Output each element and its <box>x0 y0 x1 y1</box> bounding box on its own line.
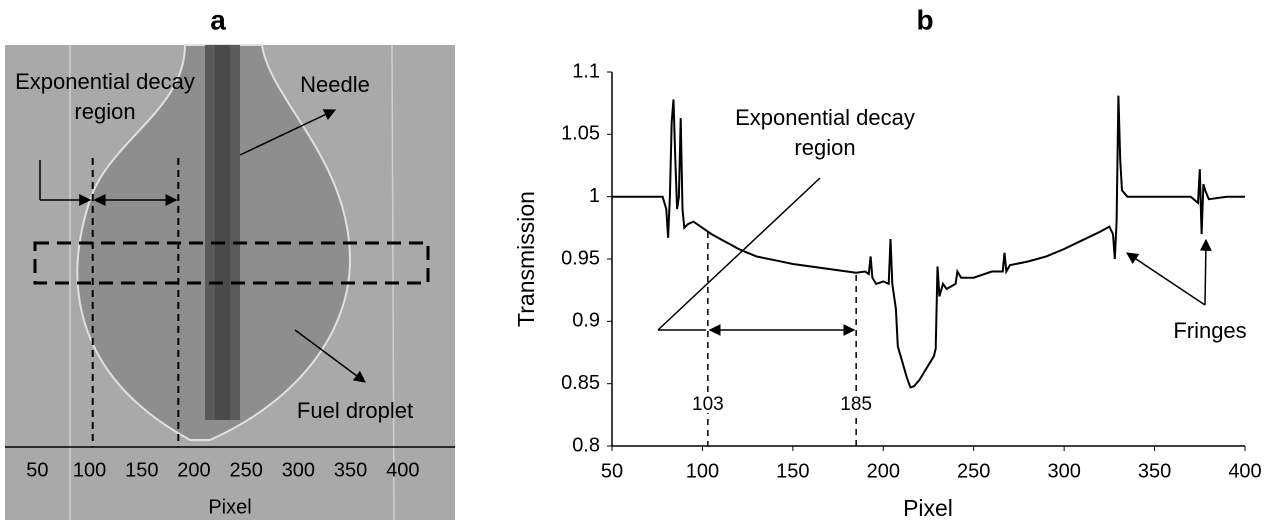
x-tick-label: 150 <box>125 459 158 481</box>
x-tick-label: 400 <box>1228 460 1261 482</box>
region-label: 185 <box>840 394 872 415</box>
x-tick-label: 100 <box>686 460 719 482</box>
x-tick-label: 400 <box>386 459 419 481</box>
droplet-image <box>5 44 455 521</box>
x-tick-label: 250 <box>957 460 990 482</box>
annotation: Needle <box>300 72 370 97</box>
x-tick-label: 250 <box>229 459 262 481</box>
x-tick-label: 350 <box>334 459 367 481</box>
x-tick-label: 50 <box>601 460 623 482</box>
annotation: Fuel droplet <box>296 398 414 423</box>
x-tick-label: 300 <box>1047 460 1080 482</box>
y-tick-label: 0.8 <box>572 434 600 456</box>
x-tick-label: 200 <box>177 459 210 481</box>
y-tick-label: 0.9 <box>572 310 600 332</box>
y-tick-label: 1 <box>589 185 600 207</box>
y-tick-label: 1.05 <box>561 123 600 145</box>
panel-title: b <box>916 4 933 35</box>
annotation: Fringes <box>1173 318 1247 343</box>
x-tick-label: 150 <box>776 460 809 482</box>
x-axis-label: Pixel <box>208 496 251 518</box>
annotation-arrows <box>657 177 1212 331</box>
x-tick-label: 300 <box>282 459 315 481</box>
x-tick-label: 50 <box>26 459 48 481</box>
annotation: Exponential decay region <box>15 69 195 124</box>
x-tick-label: 100 <box>73 459 106 481</box>
y-tick-label: 0.85 <box>561 372 600 394</box>
x-axis-label: Pixel <box>903 495 953 521</box>
y-axis-label: Transmission <box>513 191 539 327</box>
panel-title: a <box>210 4 226 35</box>
x-tick-label: 200 <box>867 460 900 482</box>
region-label: 103 <box>692 394 724 415</box>
annotation: Exponential decay region <box>735 105 915 160</box>
y-tick-label: 0.95 <box>561 247 600 269</box>
line-series <box>612 95 1245 389</box>
x-tick-label: 350 <box>1138 460 1171 482</box>
y-tick-label: 1.1 <box>572 60 600 82</box>
